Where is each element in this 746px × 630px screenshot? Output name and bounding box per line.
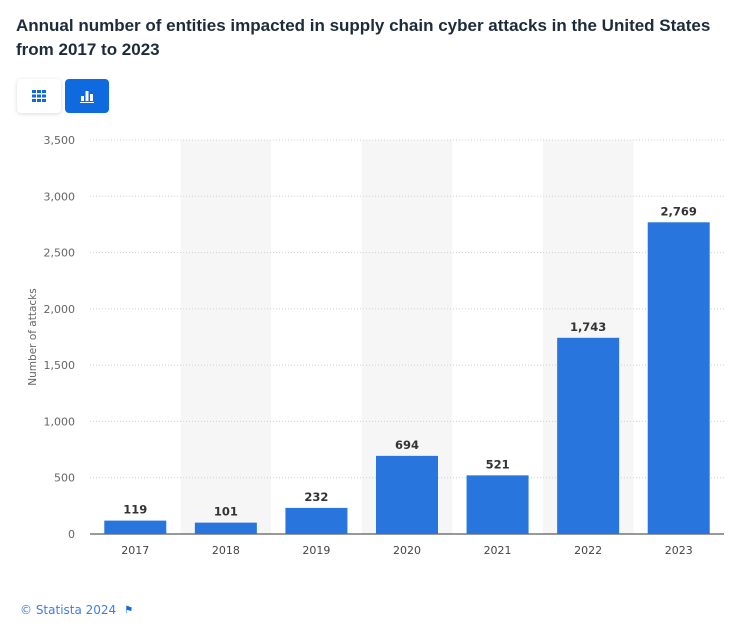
- y-tick-label: 1,500: [44, 359, 76, 372]
- data-label: 119: [123, 503, 147, 517]
- bar-2023: [647, 222, 710, 534]
- x-tick-label: 2017: [121, 544, 149, 557]
- data-label: 232: [304, 490, 328, 504]
- table-view-button[interactable]: [17, 79, 61, 113]
- y-tick-label: 2,500: [44, 247, 76, 260]
- data-label: 2,769: [661, 204, 697, 218]
- bar-chart-icon: [80, 90, 94, 103]
- y-tick-label: 3,500: [44, 134, 76, 147]
- bar-2020: [376, 455, 438, 534]
- chart-title: Annual number of entities impacted in su…: [16, 16, 711, 59]
- chart-view-button[interactable]: [65, 79, 109, 113]
- x-tick-label: 2018: [212, 544, 240, 557]
- x-tick-label: 2022: [574, 544, 602, 557]
- band-shade: [180, 140, 272, 534]
- y-tick-label: 2,000: [44, 303, 76, 316]
- data-label: 101: [214, 505, 238, 519]
- flag-icon[interactable]: ⚑: [124, 604, 134, 616]
- y-tick-label: 500: [54, 472, 75, 485]
- data-label: 1,743: [570, 320, 606, 334]
- bar-2018: [194, 522, 257, 534]
- y-tick-label: 1,000: [44, 415, 76, 428]
- y-axis-label: Number of attacks: [27, 288, 39, 385]
- bar-2021: [466, 475, 529, 534]
- x-tick-label: 2019: [302, 544, 330, 557]
- footer: © Statista 2024 ⚑: [20, 603, 133, 617]
- bar-2022: [557, 337, 620, 534]
- grid-icon: [32, 90, 46, 102]
- y-tick-label: 0: [68, 528, 75, 541]
- x-tick-label: 2021: [484, 544, 512, 557]
- y-tick-label: 3,000: [44, 190, 76, 203]
- x-tick-label: 2023: [665, 544, 693, 557]
- data-label: 694: [395, 438, 419, 452]
- x-tick-label: 2020: [393, 544, 421, 557]
- copyright-link[interactable]: © Statista 2024: [20, 603, 117, 617]
- bar-chart: 0 500 1,000 1,500 2,000 2,500 3,000 3,500 Number…: [27, 134, 724, 557]
- data-label: 521: [486, 457, 510, 471]
- bar-2019: [285, 507, 348, 534]
- bar-2017: [104, 520, 167, 534]
